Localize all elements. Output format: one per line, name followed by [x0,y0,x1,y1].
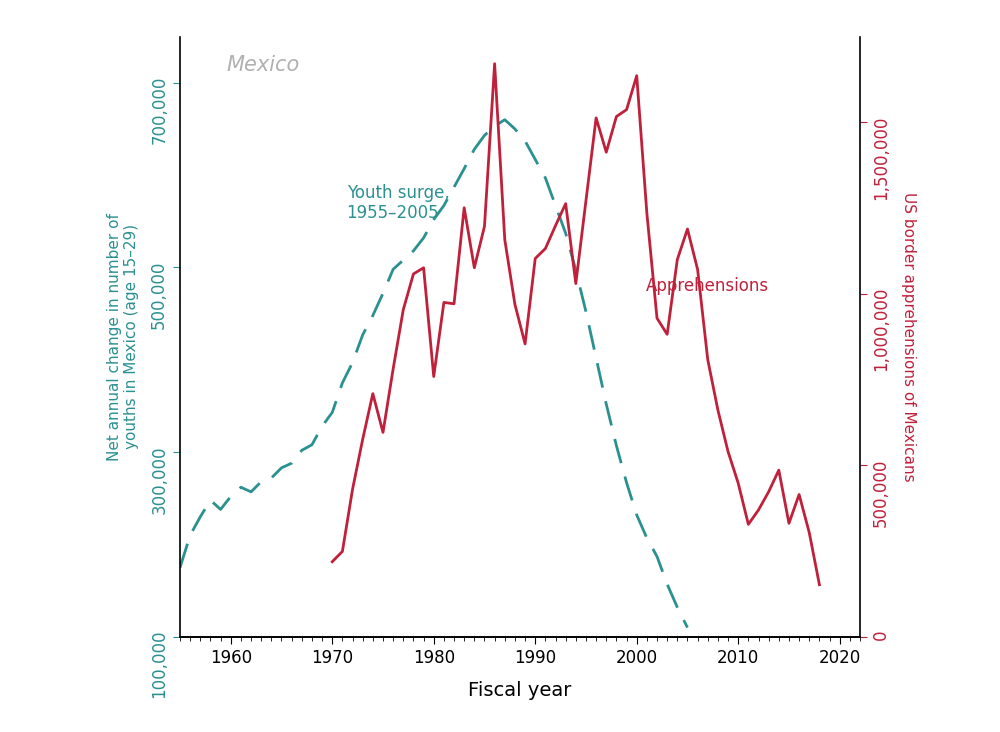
Text: Youth surge,
1955–2005: Youth surge, 1955–2005 [347,184,449,223]
Y-axis label: US border apprehensions of Mexicans: US border apprehensions of Mexicans [901,192,916,482]
X-axis label: Fiscal year: Fiscal year [468,681,572,700]
Text: Apprehensions: Apprehensions [646,277,769,295]
Text: Mexico: Mexico [226,55,299,75]
Y-axis label: Net annual change in number of
youths in Mexico (age 15–29): Net annual change in number of youths in… [107,213,139,460]
